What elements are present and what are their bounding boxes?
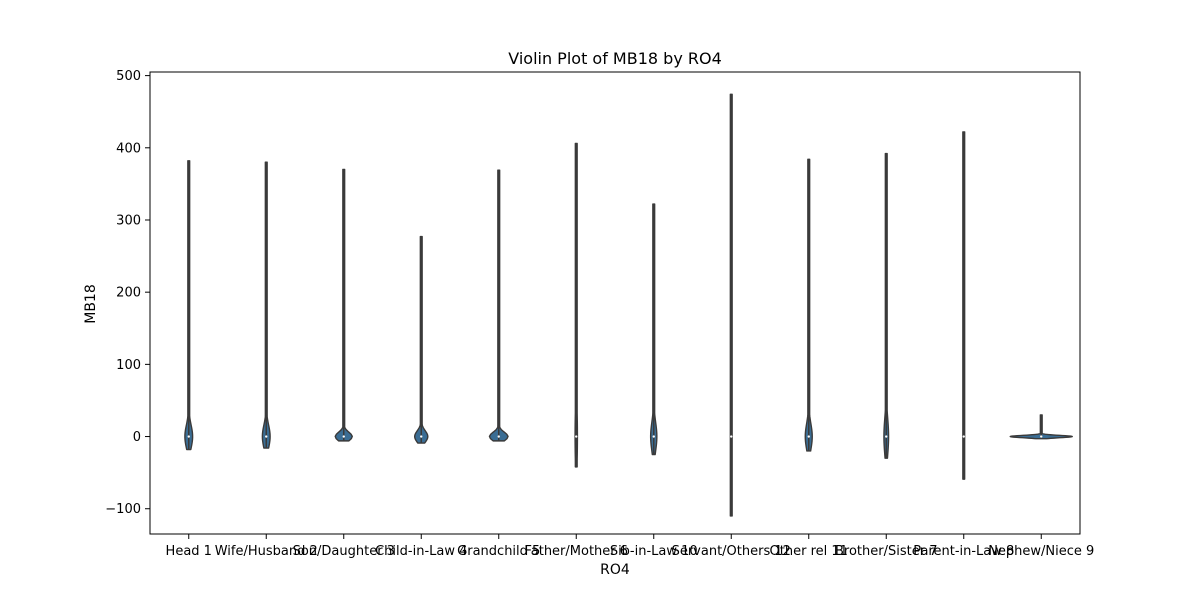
x-tick-label: Sib-in-Law 10 <box>610 544 698 559</box>
plot-area-frame <box>149 71 1081 535</box>
chart-title: Violin Plot of MB18 by RO4 <box>508 49 722 68</box>
x-tick-label: Parent-in-Law 8 <box>913 544 1014 559</box>
y-tick-label: 300 <box>116 213 141 228</box>
y-tick-label: 400 <box>116 141 141 156</box>
x-tick-label: Father/Mother 6 <box>524 544 628 559</box>
violin-median-dot <box>885 435 888 438</box>
y-tick-label: 100 <box>116 358 141 373</box>
violin-median-dot <box>342 435 345 438</box>
x-tick-label: Brother/Sister 7 <box>835 544 937 559</box>
x-tick-label: Nephew/Niece 9 <box>988 544 1094 559</box>
violin-median-dot <box>265 435 268 438</box>
y-tick-label: 200 <box>116 286 141 301</box>
violin-median-dot <box>807 435 810 438</box>
y-axis-ticks: −100 0 100 200 300 400 500 <box>105 69 150 517</box>
violin-median-dot <box>1040 435 1043 438</box>
violin-median-dot <box>497 435 500 438</box>
x-tick-label: Child-in-Law 4 <box>375 544 467 559</box>
violin-median-dot <box>730 435 733 438</box>
y-tick-label: 500 <box>116 69 141 84</box>
violin-median-dot <box>420 435 423 438</box>
violin-median-dot <box>575 435 578 438</box>
x-axis-label: RO4 <box>600 562 630 578</box>
y-axis-label: MB18 <box>83 284 99 324</box>
x-tick-label: Head 1 <box>166 544 212 559</box>
y-tick-label: 0 <box>133 430 141 445</box>
violin-median-dot <box>652 435 655 438</box>
violin-median-dot <box>962 435 965 438</box>
violin-median-dot <box>187 435 190 438</box>
x-tick-label: Grandchild 5 <box>457 544 540 559</box>
y-tick-label: −100 <box>105 502 141 517</box>
violins-group <box>184 93 1073 517</box>
x-tick-label: Son/Daughter 3 <box>293 544 395 559</box>
x-tick-label: Wife/Husband 2 <box>215 544 318 559</box>
x-tick-label: Servant/Others 12 <box>672 544 791 559</box>
x-tick-label: Other rel 11 <box>770 544 848 559</box>
